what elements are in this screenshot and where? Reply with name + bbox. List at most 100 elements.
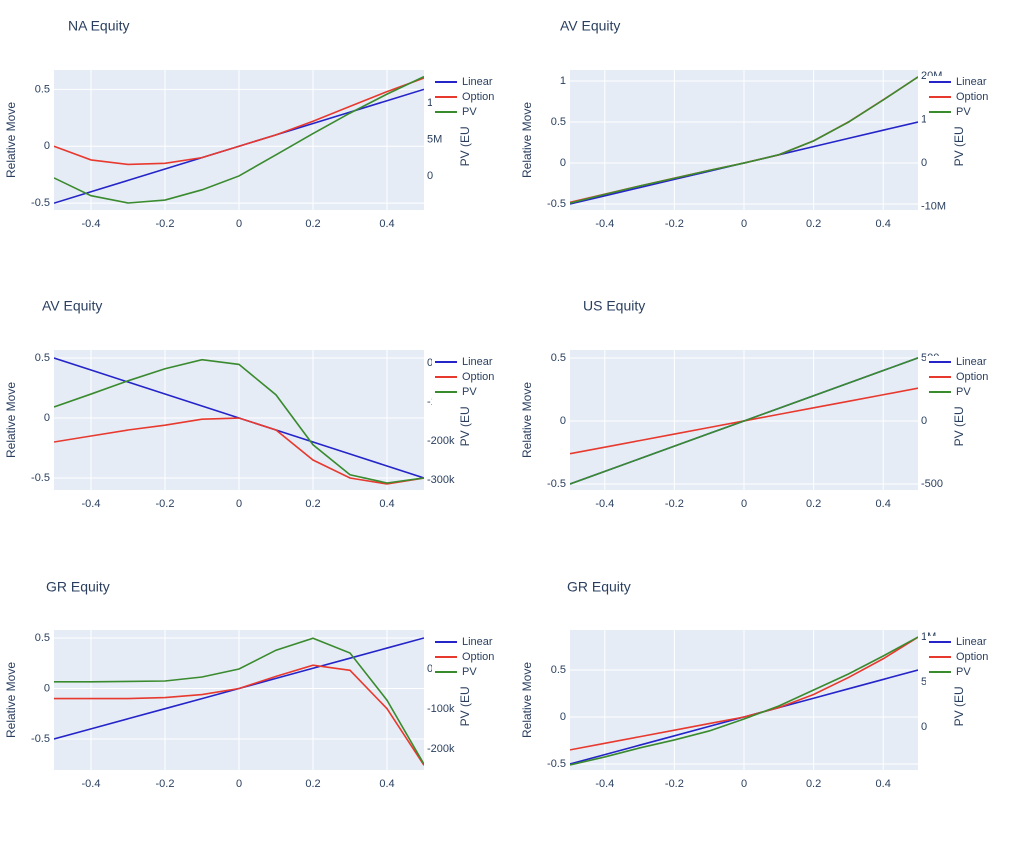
y2-tick-label: 0 bbox=[921, 721, 927, 733]
y-tick-label: -0.5 bbox=[31, 733, 50, 745]
y-tick-label: 0 bbox=[560, 157, 566, 169]
series-line bbox=[54, 75, 424, 204]
legend-label: Linear bbox=[462, 76, 493, 88]
y-tick-label: -0.5 bbox=[547, 758, 566, 770]
x-tick-label: 0.2 bbox=[305, 498, 320, 510]
legend-label: Linear bbox=[956, 356, 987, 368]
y-tick-label: 0 bbox=[560, 415, 566, 427]
legend-label: Option bbox=[462, 371, 494, 383]
subplot: -0.4-0.200.20.4-0.500.51-10M010M20MRelat… bbox=[520, 18, 1006, 230]
y2-tick-label: -300k bbox=[427, 474, 455, 486]
y2-tick-label: -200k bbox=[427, 435, 455, 447]
y2-tick-label: 5M bbox=[427, 133, 442, 145]
legend-box bbox=[926, 356, 1006, 407]
y-tick-label: 0.5 bbox=[35, 632, 50, 644]
chart-title: GR Equity bbox=[567, 579, 631, 595]
y2-tick-label: 0 bbox=[921, 157, 927, 169]
y-tick-label: 0 bbox=[44, 140, 50, 152]
x-tick-label: 0.2 bbox=[806, 218, 821, 230]
chart-title: NA Equity bbox=[68, 18, 129, 34]
subplot: -0.4-0.200.20.4-0.500.5-5000500Relative … bbox=[520, 298, 1006, 510]
legend-label: PV bbox=[956, 666, 971, 678]
chart-title: GR Equity bbox=[46, 579, 110, 595]
x-tick-label: 0.2 bbox=[806, 498, 821, 510]
x-tick-label: 0.2 bbox=[305, 218, 320, 230]
series-line bbox=[54, 417, 424, 485]
x-tick-label: -0.4 bbox=[82, 778, 101, 790]
y2-tick-label: -500 bbox=[921, 478, 943, 490]
legend-label: Option bbox=[956, 371, 988, 383]
x-tick-label: 0.2 bbox=[806, 778, 821, 790]
y2-tick-label: 0 bbox=[427, 663, 433, 675]
x-tick-label: 0.4 bbox=[379, 498, 394, 510]
x-tick-label: -0.2 bbox=[156, 778, 175, 790]
legend-box bbox=[926, 76, 1006, 127]
legend-label: PV bbox=[956, 386, 971, 398]
y2-tick-label: -10M bbox=[921, 200, 946, 212]
x-tick-label: 0 bbox=[236, 778, 242, 790]
y-tick-label: 0 bbox=[560, 711, 566, 723]
legend-label: Option bbox=[956, 91, 988, 103]
x-tick-label: -0.2 bbox=[156, 218, 175, 230]
y-axis-title: Relative Move bbox=[520, 382, 534, 458]
x-tick-label: -0.4 bbox=[595, 218, 614, 230]
legend-label: Linear bbox=[462, 356, 493, 368]
subplot: -0.4 -0.2 0 0.2 0.4 -0.5 0 0.5 -200k -100k 0 Relati… bbox=[4, 579, 512, 790]
legend-label: PV bbox=[956, 106, 971, 118]
series-line bbox=[54, 664, 424, 766]
x-tick-label: -0.4 bbox=[595, 778, 614, 790]
x-tick-label: -0.2 bbox=[665, 498, 684, 510]
y-axis-title: Relative Move bbox=[520, 662, 534, 738]
legend-label: Linear bbox=[956, 636, 987, 648]
legend-box bbox=[926, 636, 1006, 687]
y-axis-title: Relative Move bbox=[4, 102, 18, 178]
series-line bbox=[54, 77, 424, 166]
y-axis-title: Relative Move bbox=[520, 102, 534, 178]
legend-box bbox=[432, 636, 512, 687]
series-line bbox=[570, 357, 918, 485]
y-axis-title: Relative Move bbox=[4, 662, 18, 738]
chart-title: AV Equity bbox=[560, 18, 620, 34]
y-tick-label: 0.5 bbox=[551, 352, 566, 364]
legend-label: PV bbox=[462, 386, 477, 398]
x-tick-label: -0.2 bbox=[665, 218, 684, 230]
y-tick-label: 0.5 bbox=[35, 352, 50, 364]
x-tick-label: -0.2 bbox=[156, 498, 175, 510]
legend-label: PV bbox=[462, 666, 477, 678]
y-tick-label: 0 bbox=[44, 412, 50, 424]
legend-label: PV bbox=[462, 106, 477, 118]
x-tick-label: 0.4 bbox=[379, 778, 394, 790]
x-tick-label: 0 bbox=[741, 498, 747, 510]
x-tick-label: -0.4 bbox=[595, 498, 614, 510]
legend-label: Linear bbox=[462, 636, 493, 648]
x-tick-label: -0.4 bbox=[82, 498, 101, 510]
y-tick-label: 0.5 bbox=[35, 83, 50, 95]
x-tick-label: -0.2 bbox=[665, 778, 684, 790]
legend-box bbox=[432, 76, 512, 127]
legend-label: Linear bbox=[956, 76, 987, 88]
x-tick-label: 0 bbox=[236, 218, 242, 230]
x-tick-label: 0.4 bbox=[876, 778, 891, 790]
x-tick-label: 0 bbox=[741, 778, 747, 790]
series-line bbox=[570, 76, 918, 204]
x-tick-label: -0.4 bbox=[82, 218, 101, 230]
x-tick-label: 0 bbox=[236, 498, 242, 510]
legend-label: Option bbox=[462, 651, 494, 663]
chart-title: US Equity bbox=[583, 298, 645, 314]
legend-label: Option bbox=[956, 651, 988, 663]
y-tick-label: -0.5 bbox=[547, 478, 566, 490]
y-tick-label: -0.5 bbox=[547, 198, 566, 210]
series-line bbox=[570, 636, 918, 751]
x-tick-label: 0.4 bbox=[876, 218, 891, 230]
y-tick-label: 0.5 bbox=[551, 116, 566, 128]
y2-tick-label: -100k bbox=[427, 703, 455, 715]
series-line bbox=[54, 358, 424, 484]
legend-label: Option bbox=[462, 91, 494, 103]
series-line bbox=[54, 637, 424, 765]
subplot: -0.4-0.200.20.4-0.500.5-300k-200k-100k0R… bbox=[4, 298, 512, 510]
chart-title: AV Equity bbox=[42, 298, 102, 314]
y-tick-label: -0.5 bbox=[31, 197, 50, 209]
y-tick-label: -0.5 bbox=[31, 472, 50, 484]
y2-tick-label: -200k bbox=[427, 743, 455, 755]
